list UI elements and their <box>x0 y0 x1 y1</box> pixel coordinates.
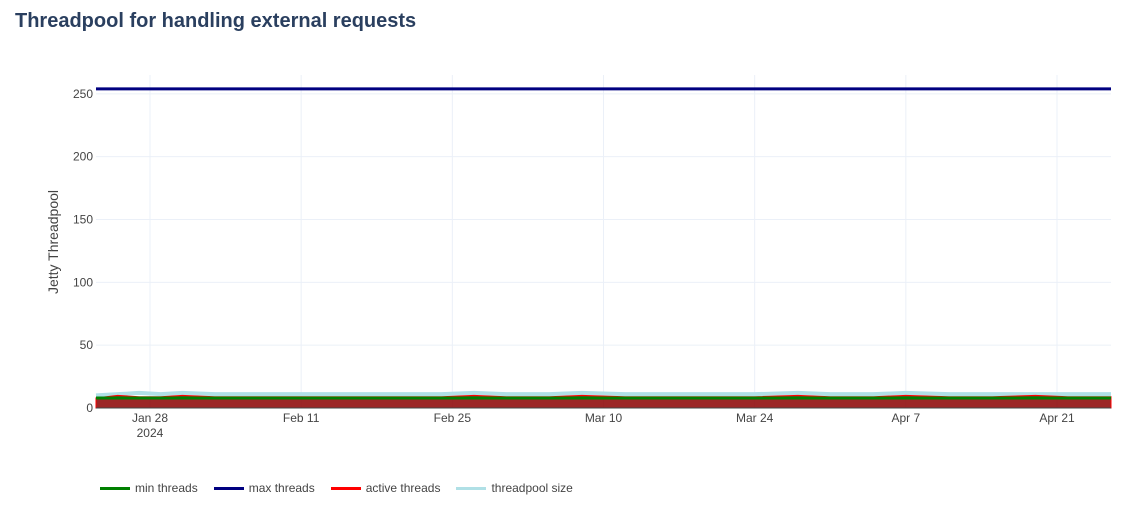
y-tick-label: 50 <box>80 338 94 352</box>
y-tick-label: 100 <box>73 275 93 289</box>
legend-label: max threads <box>248 481 315 495</box>
legend-label: threadpool size <box>491 481 573 495</box>
y-tick-label: 200 <box>73 150 93 164</box>
legend-item-threadpool-size[interactable]: threadpool size <box>456 481 573 495</box>
legend-item-min-threads[interactable]: min threads <box>100 481 198 495</box>
legend-item-active-threads[interactable]: active threads <box>330 481 441 495</box>
legend: min threads max threads active threads thre… <box>100 481 573 495</box>
y-tick-label: 0 <box>86 401 93 415</box>
x-tick-label: Mar 24 <box>736 411 774 425</box>
x-tick-label: Mar 10 <box>585 411 623 425</box>
x-tick-label: Apr 21 <box>1039 411 1075 425</box>
legend-swatch <box>213 486 244 490</box>
x-tick-sublabel: 2024 <box>137 426 164 440</box>
chart-title: Threadpool for handling external request… <box>15 10 417 32</box>
x-tick-label: Feb 11 <box>283 411 320 425</box>
x-tick-label: Feb 25 <box>434 411 472 425</box>
x-tick-label: Apr 7 <box>891 411 920 425</box>
grid-layer <box>96 75 1111 408</box>
y-axis-label: Jetty Threadpool <box>45 190 61 294</box>
y-tick-label: 250 <box>73 87 93 101</box>
series-layer <box>95 87 1112 409</box>
x-tick-label: Jan 28 <box>132 411 168 425</box>
legend-swatch <box>330 486 361 490</box>
legend-item-max-threads[interactable]: max threads <box>213 481 315 495</box>
y-tick-label: 150 <box>73 213 93 227</box>
legend-swatch <box>100 486 130 490</box>
legend-label: active threads <box>365 481 441 495</box>
legend-label: min threads <box>135 481 198 495</box>
legend-swatch <box>456 486 487 490</box>
series-threadpool-size <box>95 390 1111 398</box>
